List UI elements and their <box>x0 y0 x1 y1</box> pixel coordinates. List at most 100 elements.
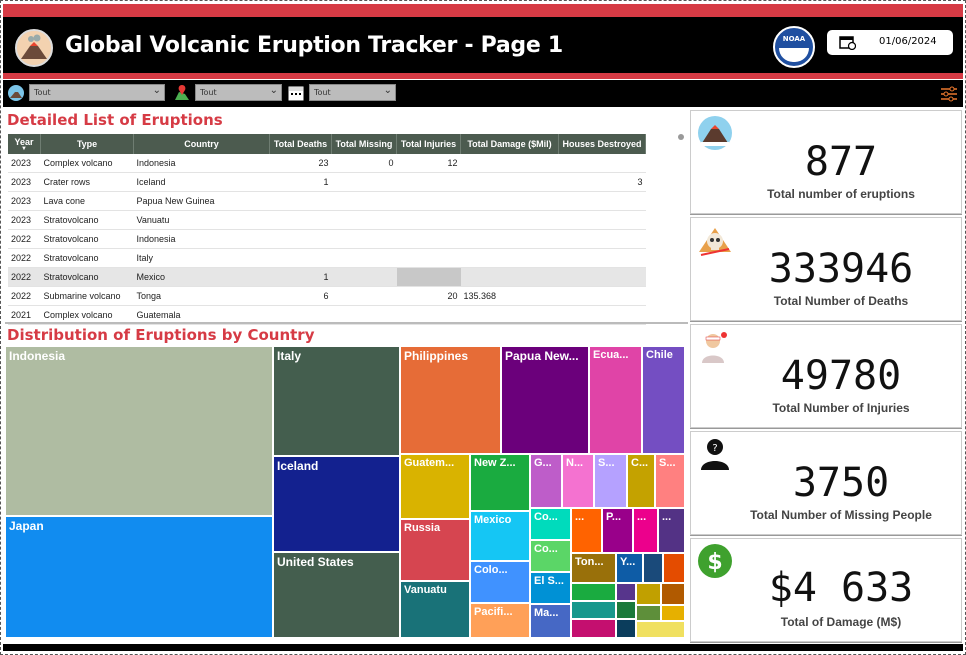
table-row[interactable]: 2022 Stratovolcano Italy <box>8 248 646 268</box>
dollar-icon: $ <box>698 544 732 578</box>
filter-settings-icon[interactable] <box>940 85 958 103</box>
treemap-tile-label: Mexico <box>474 514 512 526</box>
treemap-tile[interactable]: Russia <box>400 519 470 581</box>
column-header-country[interactable]: Country <box>133 134 270 154</box>
table-cell: Italy <box>133 248 270 268</box>
treemap-tile[interactable]: Y... <box>616 553 643 583</box>
volcano-filter-select[interactable]: Tout ⌄ <box>29 84 165 101</box>
treemap-tile[interactable] <box>571 601 616 619</box>
svg-text:$: $ <box>707 550 722 575</box>
table-cell: 135.368 <box>460 286 559 306</box>
table-header-row: Year ▼ Type Country Total Deaths Total Mi… <box>8 134 646 154</box>
treemap-tile[interactable]: United States <box>273 552 400 638</box>
column-header-year[interactable]: Year ▼ <box>8 134 41 154</box>
column-header-houses[interactable]: Houses Destroyed <box>558 134 646 154</box>
country-filter-select[interactable]: Tout ⌄ <box>195 84 282 101</box>
treemap-tile[interactable]: Japan <box>5 516 273 638</box>
table-cell <box>269 248 332 268</box>
treemap-tile[interactable]: Italy <box>273 346 400 456</box>
treemap-tile[interactable]: Ecua... <box>589 346 642 454</box>
treemap-tile[interactable]: Co... <box>530 508 571 540</box>
table-cell: 20 <box>396 286 461 306</box>
treemap-tile[interactable]: New Z... <box>470 454 530 511</box>
column-header-missing[interactable]: Total Missing <box>331 134 397 154</box>
treemap-tile[interactable]: Papua New... <box>501 346 589 454</box>
treemap-tile[interactable] <box>643 553 663 583</box>
treemap-tile[interactable]: Guatem... <box>400 454 470 519</box>
volcano-globe-icon <box>8 85 24 101</box>
treemap-tile[interactable] <box>616 619 636 638</box>
table-cell <box>269 305 332 325</box>
treemap-tile[interactable]: G... <box>530 454 562 508</box>
table-cell: Tonga <box>133 286 270 306</box>
treemap-tile[interactable]: ... <box>658 508 685 553</box>
treemap-tile[interactable]: Indonesia <box>5 346 273 516</box>
treemap-tile[interactable]: N... <box>562 454 594 508</box>
table-row[interactable]: 2023 Stratovolcano Vanuatu <box>8 210 646 230</box>
treemap-tile[interactable]: Philippines <box>400 346 501 454</box>
volcano-icon <box>698 116 732 150</box>
column-header-damage[interactable]: Total Damage ($Mil) <box>460 134 559 154</box>
treemap-tile[interactable]: Iceland <box>273 456 400 552</box>
treemap-tile[interactable] <box>571 583 616 601</box>
treemap-tile[interactable] <box>663 553 685 583</box>
treemap-tile[interactable] <box>661 583 685 605</box>
year-filter-select[interactable]: Tout ⌄ <box>309 84 396 101</box>
table-cell <box>396 248 461 268</box>
noaa-logo-icon: NOAA <box>773 26 815 68</box>
treemap-tile-label: ... <box>662 511 672 523</box>
treemap-tile[interactable] <box>616 583 636 601</box>
table-cell: Indonesia <box>133 229 270 249</box>
treemap-tile[interactable]: P... <box>602 508 633 553</box>
table-cell <box>396 229 461 249</box>
chevron-down-icon: ⌄ <box>383 85 392 96</box>
table-cell <box>558 305 646 325</box>
table-cell <box>460 267 559 287</box>
calendar-clock-icon <box>839 36 856 50</box>
table-row[interactable]: 2022 Stratovolcano Mexico 1 <box>8 267 646 287</box>
treemap-tile[interactable]: Mexico <box>470 511 530 561</box>
treemap-tile[interactable] <box>636 605 661 621</box>
table-cell: Complex volcano <box>40 305 134 325</box>
treemap-tile[interactable] <box>661 605 685 621</box>
table-cell: Lava cone <box>40 191 134 211</box>
treemap-tile[interactable]: Ma... <box>530 604 571 638</box>
table-cell <box>331 305 397 325</box>
table-row[interactable]: 2023 Complex volcano Indonesia 23 0 12 <box>8 154 646 173</box>
treemap-tile[interactable]: Vanuatu <box>400 581 470 638</box>
treemap-tile[interactable]: S... <box>594 454 627 508</box>
treemap-tile[interactable]: C... <box>627 454 655 508</box>
treemap-tile-label: Vanuatu <box>404 584 447 596</box>
treemap-tile[interactable] <box>636 583 661 605</box>
treemap-tile[interactable]: Pacifi... <box>470 603 530 638</box>
table-cell: Stratovolcano <box>40 267 134 287</box>
treemap-tile[interactable]: ... <box>571 508 602 553</box>
table-row[interactable]: 2022 Stratovolcano Indonesia <box>8 229 646 249</box>
table-cell: 2023 <box>8 191 41 211</box>
treemap-tile[interactable]: Ton... <box>571 553 616 583</box>
table-row[interactable]: 2022 Submarine volcano Tonga 6 20 135.368 <box>8 286 646 306</box>
treemap-tile[interactable]: S... <box>655 454 685 508</box>
date-display: 01/06/2024 <box>827 30 953 55</box>
map-pin-icon <box>175 85 189 100</box>
table-row[interactable]: 2023 Crater rows Iceland 1 3 <box>8 172 646 192</box>
column-header-deaths[interactable]: Total Deaths <box>269 134 332 154</box>
treemap-tile[interactable] <box>616 601 636 619</box>
treemap-tile[interactable]: Chile <box>642 346 685 454</box>
treemap-tile[interactable] <box>571 619 616 638</box>
column-header-type[interactable]: Type <box>40 134 134 154</box>
treemap-tile[interactable]: El S... <box>530 572 571 604</box>
table-scrollbar[interactable] <box>678 134 684 140</box>
column-header-injuries[interactable]: Total Injuries <box>396 134 461 154</box>
skull-icon <box>699 228 731 256</box>
table-cell: 2023 <box>8 172 41 192</box>
treemap-tile-label: S... <box>659 457 676 469</box>
treemap-tile[interactable]: Colo... <box>470 561 530 603</box>
treemap-tile[interactable]: ... <box>633 508 658 553</box>
table-row[interactable]: 2021 Complex volcano Guatemala <box>8 305 646 325</box>
table-cell: Submarine volcano <box>40 286 134 306</box>
treemap-tile[interactable]: Co... <box>530 540 571 572</box>
table-row[interactable]: 2023 Lava cone Papua New Guinea <box>8 191 646 211</box>
treemap-tile[interactable] <box>636 621 685 638</box>
footer-bar <box>3 644 963 651</box>
